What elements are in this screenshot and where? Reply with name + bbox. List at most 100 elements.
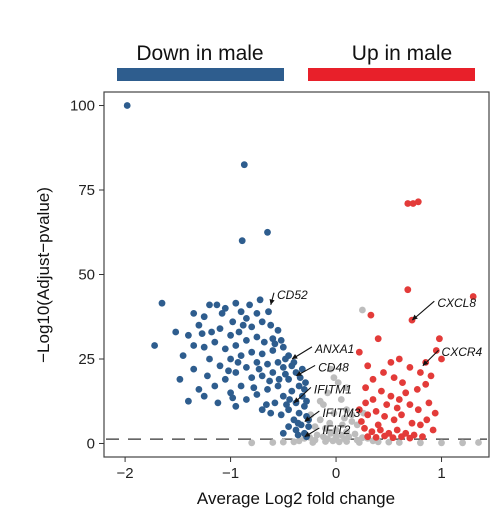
data-point (213, 301, 221, 309)
data-point (327, 365, 335, 373)
data-point (298, 365, 306, 373)
data-point (269, 347, 277, 354)
data-point (265, 308, 272, 316)
data-point (335, 438, 343, 446)
data-point (381, 413, 388, 420)
data-point (216, 362, 224, 370)
data-point (255, 365, 263, 373)
data-point (258, 372, 266, 380)
gene-annotations: CD52 ANXA1 CD48 IFITM1 IFITM3 IFIT2 CXCL8 CXCR4 (269, 288, 483, 438)
data-point (339, 421, 346, 429)
data-point (195, 386, 203, 393)
data-point (237, 352, 245, 359)
legend-bar-up (308, 68, 475, 81)
data-point (358, 418, 365, 425)
gene-label: CD48 (318, 360, 349, 374)
x-tick-label: 1 (437, 465, 445, 482)
data-point (393, 426, 401, 434)
data-point (234, 359, 242, 366)
data-point (225, 367, 232, 375)
data-point (369, 375, 377, 383)
data-point (334, 379, 342, 386)
data-point (295, 437, 303, 445)
data-point (390, 374, 398, 381)
data-point (235, 328, 243, 336)
data-point (243, 364, 250, 371)
data-point (393, 404, 401, 412)
data-point (355, 439, 363, 446)
data-point (378, 387, 385, 395)
data-point (258, 350, 266, 358)
data-point (277, 411, 285, 419)
annotation-arrow-head (293, 397, 300, 403)
data-point (279, 429, 287, 437)
data-point (206, 301, 213, 309)
gene-label: IFIT2 (322, 423, 350, 437)
data-point (269, 335, 277, 343)
data-point (269, 369, 277, 376)
data-point (227, 389, 235, 397)
data-point (195, 321, 203, 329)
data-point (355, 406, 363, 414)
data-point (274, 326, 282, 334)
data-point (383, 401, 391, 408)
data-point (258, 318, 266, 326)
data-point (364, 411, 372, 419)
data-point (190, 365, 198, 373)
data-point (258, 406, 266, 414)
data-point (185, 397, 192, 405)
data-point (243, 315, 250, 322)
data-point (266, 377, 273, 385)
data-point (337, 396, 345, 403)
data-point (406, 401, 414, 408)
data-point (158, 299, 166, 307)
data-point (277, 337, 285, 344)
data-point (414, 406, 422, 414)
data-point (227, 331, 235, 339)
data-point (372, 408, 380, 415)
gene-label: CD52 (277, 288, 308, 302)
data-point (211, 382, 219, 390)
data-point (279, 343, 287, 351)
data-point (406, 364, 414, 371)
data-point (380, 369, 387, 376)
gene-label: IFITM1 (314, 382, 352, 396)
data-point (409, 200, 417, 207)
data-point (330, 409, 338, 417)
data-point (221, 304, 229, 312)
x-tick-label: −2 (117, 465, 134, 482)
data-point (246, 301, 254, 309)
data-point (332, 426, 340, 434)
data-point (288, 387, 296, 395)
data-point (329, 437, 337, 445)
gene-label: ANXA1 (314, 342, 354, 356)
data-point (271, 399, 279, 407)
data-point (211, 338, 219, 346)
data-point (253, 359, 261, 366)
data-point (232, 369, 240, 376)
data-point (301, 386, 308, 393)
annotation-arrow-head (291, 353, 298, 359)
data-point (417, 439, 424, 447)
data-point (311, 423, 319, 430)
data-point (285, 375, 292, 383)
data-point (240, 161, 248, 169)
data-point (348, 418, 356, 425)
data-point (438, 355, 445, 363)
data-point (237, 382, 245, 390)
data-point (359, 434, 366, 442)
data-point (214, 399, 222, 407)
data-point (374, 421, 382, 429)
data-point (221, 345, 229, 353)
data-point (243, 396, 250, 403)
data-point (248, 374, 256, 381)
data-point (282, 370, 289, 378)
data-point (381, 432, 388, 440)
data-point (359, 306, 366, 314)
data-point (324, 389, 331, 397)
data-point (406, 434, 414, 442)
data-point (419, 433, 426, 441)
data-point (267, 321, 275, 329)
data-point (377, 426, 384, 434)
data-point (200, 343, 208, 351)
